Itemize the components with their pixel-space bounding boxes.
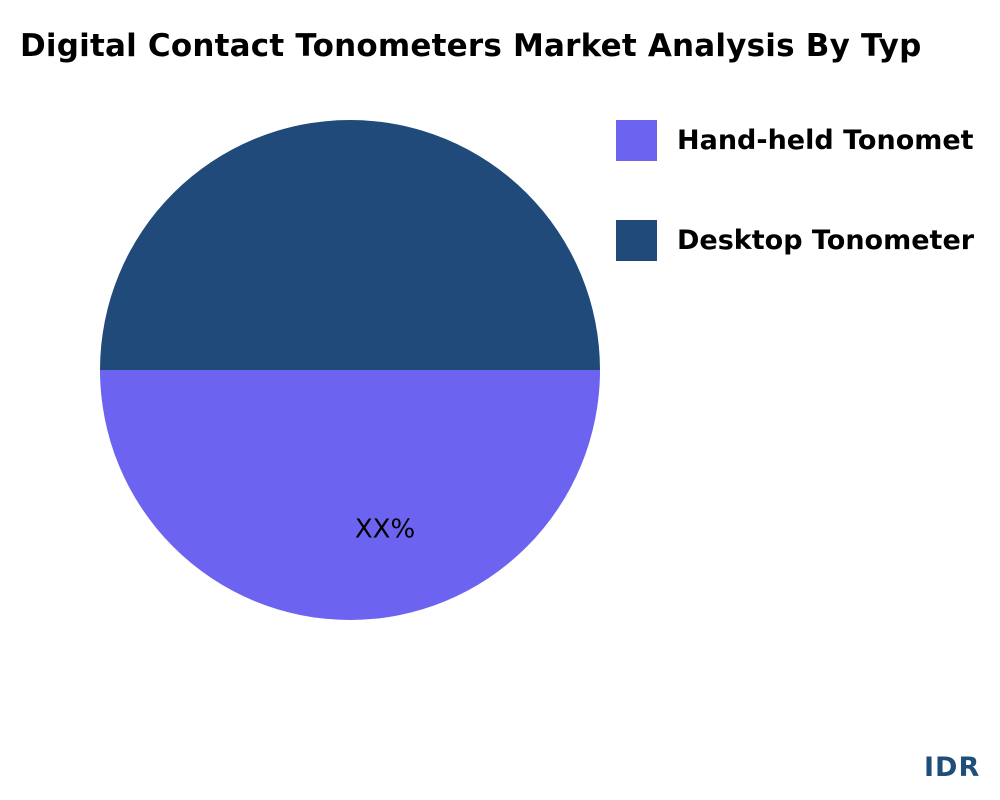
idr-logo: IDR bbox=[924, 752, 981, 783]
legend-label-hand-held: Hand-held Tonomet bbox=[677, 125, 974, 156]
pie-slice-1 bbox=[100, 120, 600, 370]
chart-title: Digital Contact Tonometers Market Analys… bbox=[20, 28, 922, 64]
legend-swatch-hand-held bbox=[616, 120, 657, 161]
slice-label-1: XX% bbox=[355, 515, 415, 545]
legend-item-desktop: Desktop Tonometer bbox=[616, 220, 974, 261]
legend-swatch-desktop bbox=[616, 220, 657, 261]
legend-item-hand-held: Hand-held Tonomet bbox=[616, 120, 974, 161]
legend-label-desktop: Desktop Tonometer bbox=[677, 225, 975, 256]
pie-slice-0 bbox=[100, 370, 600, 620]
